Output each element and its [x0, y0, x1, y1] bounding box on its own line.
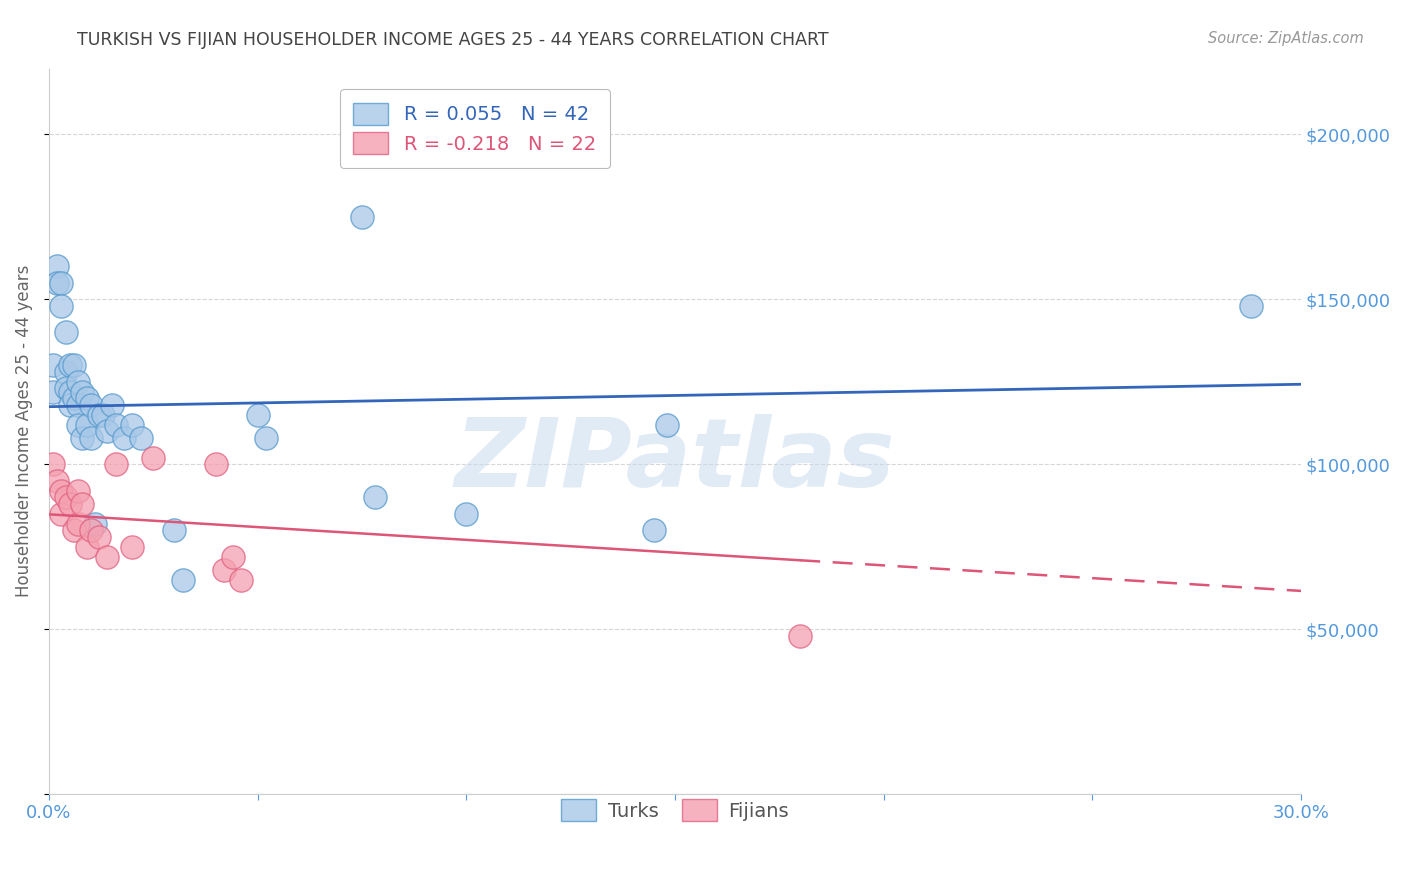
- Point: [59, 398, 82, 412]
- Point: [456, 507, 478, 521]
- Point: [72, 497, 94, 511]
- Point: [67, 516, 90, 531]
- Point: [63, 359, 86, 373]
- Point: [129, 431, 152, 445]
- Point: [51, 507, 73, 521]
- Point: [76, 540, 98, 554]
- Point: [67, 417, 90, 432]
- Point: [51, 276, 73, 290]
- Text: Source: ZipAtlas.com: Source: ZipAtlas.com: [1208, 31, 1364, 46]
- Point: [789, 629, 811, 643]
- Point: [63, 392, 86, 406]
- Point: [229, 573, 252, 587]
- Text: TURKISH VS FIJIAN HOUSEHOLDER INCOME AGES 25 - 44 YEARS CORRELATION CHART: TURKISH VS FIJIAN HOUSEHOLDER INCOME AGE…: [77, 31, 830, 49]
- Point: [63, 523, 86, 537]
- Point: [67, 483, 90, 498]
- Point: [246, 408, 269, 422]
- Point: [121, 417, 143, 432]
- Point: [67, 375, 90, 389]
- Point: [172, 573, 194, 587]
- Point: [163, 523, 186, 537]
- Point: [55, 381, 77, 395]
- Point: [100, 398, 122, 412]
- Point: [112, 431, 135, 445]
- Point: [51, 299, 73, 313]
- Point: [87, 530, 110, 544]
- Point: [87, 408, 110, 422]
- Point: [104, 457, 127, 471]
- Point: [46, 474, 69, 488]
- Point: [142, 450, 165, 465]
- Point: [55, 365, 77, 379]
- Point: [104, 417, 127, 432]
- Point: [214, 563, 236, 577]
- Point: [59, 497, 82, 511]
- Point: [80, 523, 103, 537]
- Point: [59, 359, 82, 373]
- Point: [83, 516, 105, 531]
- Point: [72, 431, 94, 445]
- Point: [96, 424, 118, 438]
- Point: [1240, 299, 1263, 313]
- Point: [42, 384, 65, 399]
- Point: [42, 359, 65, 373]
- Point: [46, 276, 69, 290]
- Point: [121, 540, 143, 554]
- Point: [76, 392, 98, 406]
- Point: [96, 549, 118, 564]
- Point: [80, 431, 103, 445]
- Point: [72, 384, 94, 399]
- Point: [350, 210, 373, 224]
- Point: [91, 408, 114, 422]
- Point: [80, 398, 103, 412]
- Point: [55, 326, 77, 340]
- Legend: Turks, Fijians: Turks, Fijians: [547, 786, 803, 835]
- Point: [55, 490, 77, 504]
- Point: [42, 457, 65, 471]
- Point: [46, 260, 69, 274]
- Point: [59, 384, 82, 399]
- Point: [67, 398, 90, 412]
- Point: [363, 490, 385, 504]
- Point: [205, 457, 228, 471]
- Point: [221, 549, 243, 564]
- Point: [76, 417, 98, 432]
- Point: [51, 483, 73, 498]
- Point: [655, 417, 678, 432]
- Point: [643, 523, 665, 537]
- Point: [254, 431, 277, 445]
- Text: ZIPatlas: ZIPatlas: [454, 414, 896, 507]
- Y-axis label: Householder Income Ages 25 - 44 years: Householder Income Ages 25 - 44 years: [15, 265, 32, 598]
